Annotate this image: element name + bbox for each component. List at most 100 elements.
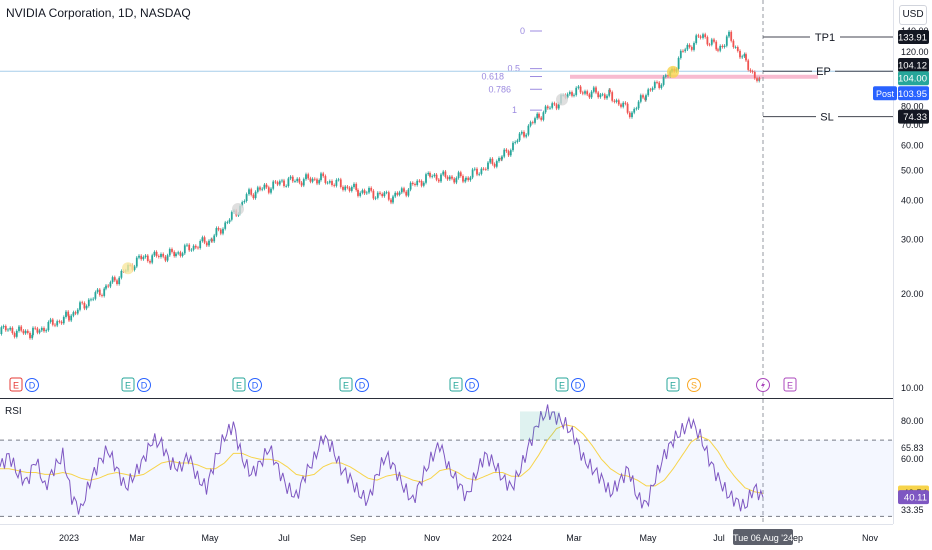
candle [219,229,222,234]
price-tick-label: 10.00 [901,383,924,393]
candle [313,178,316,180]
event-badge [248,378,262,392]
candle [739,50,741,58]
candle [597,92,600,98]
currency-button[interactable]: USD [899,5,927,25]
candle [101,295,103,296]
event-badge [571,378,585,392]
candle [609,89,611,93]
candle [631,112,633,118]
event-dot [232,203,244,216]
candle [142,256,145,260]
earnings-icon: E [232,377,246,392]
event-badge [339,377,353,392]
candle [116,280,118,284]
dividend-icon: D [137,378,151,392]
price-badge-label: 133.91 [898,33,927,44]
candle [414,184,416,185]
candle [186,244,188,246]
candle [575,87,578,95]
time-tick-label: 2023 [59,533,79,543]
event-text: D [469,381,476,391]
candle [348,187,351,191]
candle [584,91,586,94]
candle [719,45,722,51]
candle [307,174,310,179]
overbought-fill [520,411,560,441]
candle [331,181,333,185]
candle [693,43,695,50]
candle [549,107,551,109]
event-badge [555,377,569,392]
candle [372,190,375,199]
candle [144,255,147,257]
candle [92,298,95,300]
price-axis[interactable]: 140.00130.00120.00110.00100.0090.0080.00… [873,0,929,524]
price-badge [898,71,929,86]
level-label: TP1 [815,32,835,44]
event-text: S [691,381,697,391]
candle [628,112,631,118]
candle [514,142,517,143]
candle [62,316,65,324]
event-badge [121,377,135,392]
candle [261,188,264,190]
candle [394,192,397,197]
candle [606,95,608,99]
candle [190,249,193,251]
price-badge-label: 104.00 [898,74,927,85]
candle [546,106,549,109]
candle [745,54,747,61]
candle [518,133,521,141]
candle [162,253,165,257]
candle [695,35,698,44]
candle [715,41,718,50]
rsi-pane[interactable]: RSI [0,404,893,517]
candle [60,321,63,324]
time-tick-label: Jul [278,533,290,543]
candle [157,255,160,257]
rsi-badge [898,490,929,505]
candle [702,34,704,38]
candle [442,171,445,175]
candle [197,247,199,249]
candle [155,251,158,256]
time-axis[interactable]: 2023 Mar May Jul Sep Nov 2024 Mar May Jul Sep Nov Tu… [0,524,893,546]
candle [40,327,43,331]
candle [651,88,654,91]
candle [531,122,534,124]
candle [285,185,288,187]
candle [664,75,667,77]
candle [653,82,656,89]
price-badge [898,86,929,101]
candle [553,103,556,105]
candle [403,188,405,192]
lightning-icon [756,378,770,392]
candle [649,89,652,91]
candle [599,94,602,98]
candle [736,47,739,51]
candle [422,182,425,186]
event-text: E [453,381,459,391]
candle [67,311,70,316]
candle [149,261,151,263]
candle [26,330,29,333]
candle [68,315,70,321]
event-badge [137,378,151,392]
candle [324,176,327,183]
candle [363,190,366,194]
candle [241,202,244,207]
fib-level-label: 0.786 [488,84,511,94]
candle [613,100,616,102]
candle [164,256,167,261]
candle [199,241,202,249]
candle [721,45,724,47]
candle [469,177,472,181]
candle [22,330,25,334]
candle [381,193,384,197]
candle [365,192,368,194]
candle [2,326,5,328]
candle [215,228,218,236]
candle [335,179,338,186]
